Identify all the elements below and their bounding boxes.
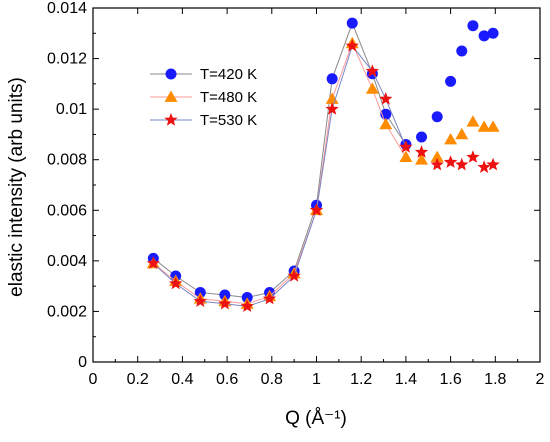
data-point [455, 127, 469, 140]
data-point [325, 92, 339, 104]
y-tick-label: 0.012 [47, 51, 87, 68]
legend-marker [164, 90, 178, 102]
series-line [152, 21, 407, 299]
data-point [430, 150, 444, 163]
data-point [478, 30, 490, 42]
data-point [399, 150, 413, 163]
data-point [444, 132, 458, 145]
data-point [466, 150, 480, 163]
y-tick-label: 0.008 [47, 152, 87, 169]
x-tick-label: 0.8 [261, 371, 283, 388]
x-tick-label: 0 [89, 371, 98, 388]
x-tick-label: 0.6 [216, 371, 238, 388]
x-tick-label: 1.2 [350, 371, 372, 388]
legend: T=420 K T=480 K T=530 K [150, 66, 257, 129]
data-point [466, 115, 480, 127]
data-point [240, 299, 254, 312]
data-point [477, 160, 491, 173]
axes: 0 0.2 0.4 0.6 0.8 1 1.2 1.4 1.6 1.8 2 0 0.002 0.004 0.… [47, 0, 545, 388]
series-3 [146, 38, 500, 312]
y-tick-label: 0.006 [47, 202, 87, 219]
data-point [193, 294, 207, 307]
data-point [430, 157, 444, 171]
data-point [262, 291, 277, 305]
data-point [416, 131, 428, 143]
data-point [379, 92, 393, 105]
x-tick-label: 1.4 [395, 371, 417, 388]
y-axis-label: elastic intensity (arb units) [6, 77, 27, 297]
plot-frame [92, 7, 541, 363]
data-point [309, 203, 324, 216]
x-axis-label: Q (Å⁻¹) [285, 408, 347, 429]
data-point [486, 120, 500, 132]
series-line [152, 44, 407, 307]
data-point [415, 153, 429, 165]
x-tick-label: 0.2 [127, 371, 149, 388]
legend-label: T=530 K [200, 112, 257, 129]
data-point [169, 276, 183, 290]
data-point [455, 157, 469, 171]
data-point [487, 27, 499, 39]
x-tick-label: 1.6 [439, 371, 461, 388]
data-point [365, 64, 379, 77]
legend-marker [165, 68, 177, 80]
data-point [431, 111, 443, 123]
legend-marker [164, 113, 178, 126]
data-point [443, 155, 458, 168]
y-tick-label: 0.014 [47, 0, 87, 17]
data-point [326, 73, 338, 85]
y-tick-label: 0.002 [47, 303, 87, 320]
data-point [345, 38, 359, 52]
x-tick-label: 0.4 [171, 371, 193, 388]
data-point [445, 75, 457, 87]
data-point [365, 82, 379, 94]
data-point [467, 20, 479, 32]
data-point [346, 17, 358, 29]
y-tick-label: 0 [78, 354, 87, 371]
data-point [287, 269, 301, 282]
x-tick-label: 1.8 [484, 371, 506, 388]
data-point [456, 45, 468, 57]
data-point [477, 120, 491, 132]
legend-label: T=420 K [200, 66, 257, 83]
x-tick-label: 2 [536, 371, 545, 388]
data-point [325, 102, 339, 115]
data-point [146, 256, 160, 269]
data-point [486, 157, 500, 171]
data-point [379, 117, 393, 130]
legend-label: T=480 K [200, 89, 257, 106]
plot-area [146, 17, 500, 312]
data-point [218, 296, 232, 310]
data-point [399, 140, 413, 153]
y-tick-label: 0.004 [47, 253, 87, 270]
x-tick-label: 1 [312, 371, 321, 388]
data-point [414, 145, 429, 158]
y-tick-label: 0.01 [56, 101, 87, 118]
series-line [152, 42, 407, 305]
